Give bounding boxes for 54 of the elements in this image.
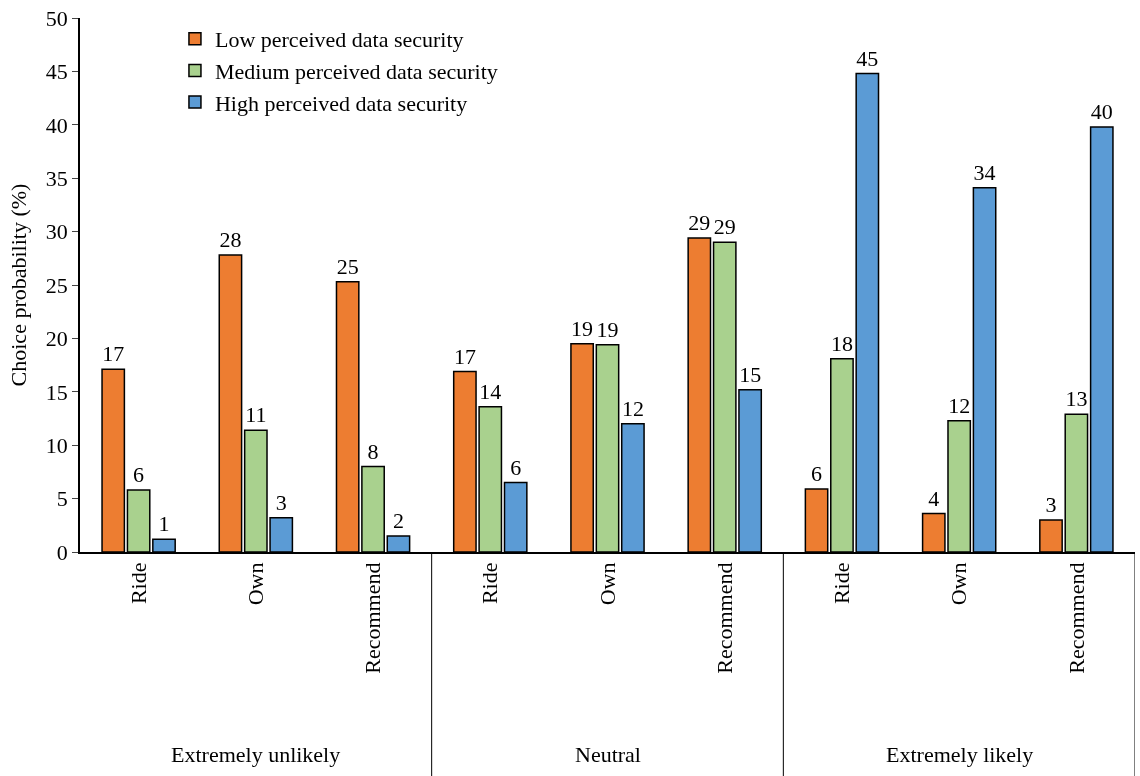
y-tick-label: 50 (45, 5, 68, 31)
data-label: 17 (102, 341, 125, 367)
data-label: 29 (688, 210, 711, 236)
data-label: 3 (1045, 491, 1057, 517)
y-tick-label: 20 (45, 326, 68, 352)
y-tick-label: 0 (56, 539, 68, 565)
y-tick-label: 30 (45, 219, 68, 245)
data-label: 17 (453, 343, 476, 369)
legend-label: Medium perceived data security (214, 58, 498, 84)
data-label: 14 (479, 378, 502, 404)
data-label: 2 (392, 507, 404, 533)
x-tick-label: Recommend (1063, 562, 1089, 674)
x-tick-label: Recommend (360, 562, 386, 674)
x-tick-label: Own (242, 562, 268, 606)
data-label: 12 (948, 392, 971, 418)
data-label: 3 (275, 489, 287, 515)
data-label: 40 (1090, 98, 1113, 124)
data-label: 19 (571, 315, 594, 341)
x-tick-label: Ride (477, 562, 503, 605)
data-label: 18 (830, 330, 853, 356)
data-label: 34 (973, 159, 996, 185)
x-tick-label: Own (594, 562, 620, 606)
data-label: 8 (367, 438, 379, 464)
legend-label: High perceived data security (214, 90, 468, 116)
y-tick-label: 5 (56, 486, 68, 512)
data-label: 15 (739, 361, 762, 387)
data-label: 6 (133, 462, 145, 488)
y-tick-label: 10 (45, 432, 68, 458)
y-tick-label: 15 (45, 379, 68, 405)
y-tick-label: 40 (45, 112, 68, 138)
text: Extremely unlikely (171, 742, 341, 767)
data-label: 25 (336, 253, 359, 279)
text: Extremely likely (886, 742, 1034, 767)
data-label: 28 (219, 227, 242, 253)
data-label: 29 (713, 214, 736, 240)
data-label: 45 (856, 45, 879, 71)
legend-label: Low perceived data security (214, 27, 464, 53)
y-tick-label: 35 (45, 165, 68, 191)
x-tick-label: Ride (829, 562, 855, 605)
data-label: 1 (158, 511, 170, 537)
text: Neutral (575, 742, 641, 767)
data-label: 13 (1065, 386, 1088, 412)
y-axis-title: Choice probability (%) (5, 183, 31, 387)
y-tick-label: 45 (45, 59, 68, 85)
data-label: 4 (928, 485, 940, 511)
x-tick-label: Ride (125, 562, 151, 605)
data-label: 11 (245, 402, 267, 428)
data-label: 6 (811, 460, 823, 486)
y-tick-label: 25 (45, 272, 68, 298)
x-tick-label: Own (946, 562, 972, 606)
data-label: 6 (510, 454, 522, 480)
data-label: 19 (596, 316, 619, 342)
x-tick-label: Recommend (711, 562, 737, 674)
data-label: 12 (621, 395, 644, 421)
